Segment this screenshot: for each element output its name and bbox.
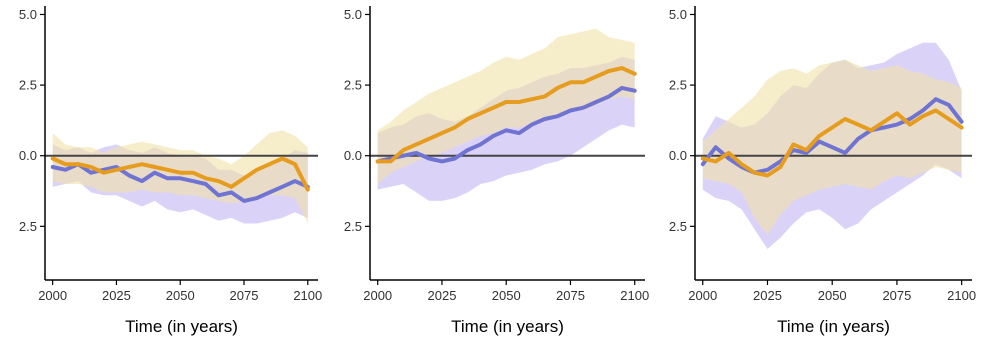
x-tick-label: 2075: [882, 288, 911, 303]
x-tick-label: 2000: [688, 288, 717, 303]
x-axis-title: Time (in years): [451, 317, 564, 336]
x-axis-title: Time (in years): [777, 317, 890, 336]
x-tick-label: 2000: [363, 288, 392, 303]
y-tick-label: 5.0: [19, 7, 37, 22]
x-tick-label: 2100: [293, 288, 322, 303]
x-tick-label: 2100: [620, 288, 649, 303]
y-tick-label: 2.5: [344, 78, 362, 93]
y-tick-label: 2.5: [19, 78, 37, 93]
y-tick-label: 0.0: [669, 148, 687, 163]
y-tick-label: 5.0: [669, 7, 687, 22]
chart-panel-3: 5.0 2.5 0.0 2.5 2000 2025 2050 2075 2100 Time (in…: [669, 6, 976, 336]
chart-panel-1: 5.0 2.5 0.0 2.5 2000 2025 2050 2075 2100 Time (in…: [19, 6, 322, 336]
y-tick-label: 0.0: [19, 148, 37, 163]
x-tick-label: 2025: [428, 288, 457, 303]
y-tick-label: 2.5: [19, 219, 37, 234]
x-tick-label: 2075: [556, 288, 585, 303]
x-tick-label: 2025: [753, 288, 782, 303]
x-tick-label: 2075: [230, 288, 259, 303]
series-line-2: [700, 108, 964, 178]
x-axis-title: Time (in years): [125, 317, 238, 336]
chart-panel-2: 5.0 2.5 0.0 2.5 2000 2025 2050 2075 2100 Time (in…: [344, 6, 649, 336]
y-tick-label: 5.0: [344, 7, 362, 22]
y-tick-label: 2.5: [344, 219, 362, 234]
x-tick-label: 2100: [947, 288, 976, 303]
y-tick-label: 2.5: [669, 78, 687, 93]
confidence-band-2: [377, 28, 635, 184]
x-tick-label: 2050: [492, 288, 521, 303]
y-tick-label: 0.0: [344, 148, 362, 163]
series-line-2: [50, 156, 310, 192]
x-tick-label: 2050: [166, 288, 195, 303]
x-tick-label: 2000: [38, 288, 67, 303]
series-line-2: [375, 66, 637, 164]
series-line-1: [50, 162, 310, 203]
x-tick-label: 2025: [102, 288, 131, 303]
y-tick-label: 2.5: [669, 219, 687, 234]
series-line-1: [375, 85, 637, 164]
x-tick-label: 2050: [818, 288, 847, 303]
